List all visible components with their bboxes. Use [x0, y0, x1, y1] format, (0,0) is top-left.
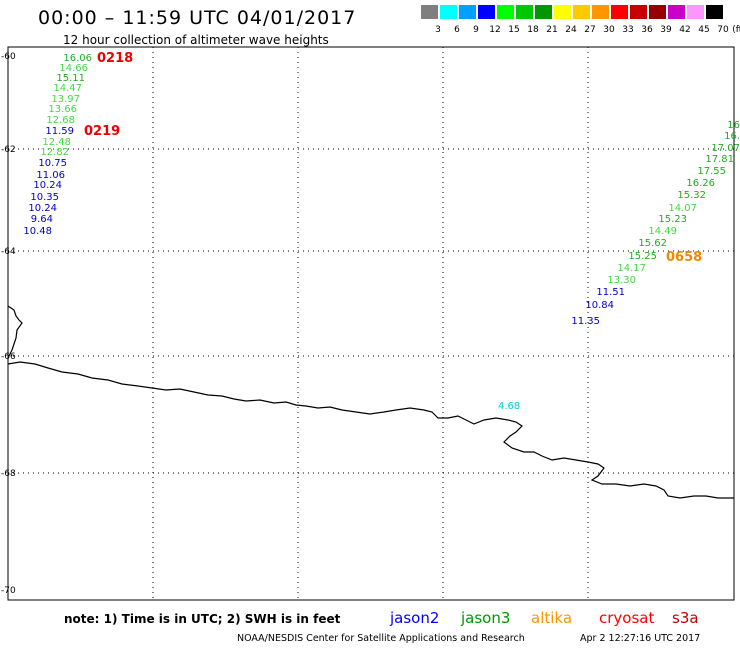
wave-height-value: 15.62 [638, 238, 667, 249]
wave-height-value: 10.75 [38, 158, 67, 169]
scale-label: 42 [679, 25, 691, 35]
pass-time-label: 0219 [84, 124, 120, 139]
satellite-track-west: 16.0614.6615.1114.4713.9713.6612.6811.59… [23, 53, 92, 237]
wave-height-value: 16 [727, 120, 740, 131]
wave-height-value: 13.30 [607, 275, 636, 286]
wave-height-value: 11.35 [571, 316, 600, 327]
latitude-label: -66 [1, 352, 16, 362]
scale-swatch [706, 5, 723, 19]
wave-height-value: 15.11 [56, 73, 85, 84]
scale-swatch [459, 5, 476, 19]
wave-height-value: 15.23 [658, 214, 687, 225]
scale-swatch [497, 5, 514, 19]
lat-lon-grid [8, 47, 734, 600]
scale-swatch [478, 5, 495, 19]
latitude-label: -70 [1, 586, 16, 596]
scale-swatch [668, 5, 685, 19]
antarctic-coastline [7, 305, 734, 499]
wave-height-value: 16. [724, 131, 740, 142]
scale-swatch [573, 5, 590, 19]
wave-height-value: 15.32 [677, 190, 706, 201]
pass-time-label: 0218 [97, 51, 133, 66]
wave-height-value: 11.59 [45, 126, 74, 137]
wave-height-value: 12.48 [42, 137, 71, 148]
scale-swatch [649, 5, 666, 19]
wave-height-value: 16.26 [686, 178, 715, 189]
scale-swatch [554, 5, 571, 19]
satellite-track-misc: 4.68 [498, 401, 520, 412]
latitude-labels: -60 -62 -64 -66 -68 -70 [1, 52, 16, 596]
pass-time-label: 0658 [666, 250, 702, 265]
wave-height-value: 4.68 [498, 401, 520, 412]
wave-height-value: 11.51 [596, 287, 625, 298]
wave-height-value: 10.35 [30, 192, 59, 203]
scale-swatch [592, 5, 609, 19]
pass-time-labels: 0218 0219 0658 [84, 51, 702, 265]
wave-height-value: 14.49 [648, 226, 677, 237]
wave-height-value: 10.84 [585, 300, 614, 311]
wave-height-value: 13.66 [48, 104, 77, 115]
scale-swatch [440, 5, 457, 19]
wave-height-value: 10.24 [33, 180, 62, 191]
scale-label: 33 [622, 25, 634, 35]
wave-height-value: 14.17 [617, 263, 646, 274]
scale-label: 70 [717, 25, 729, 35]
wave-height-value: 17.81 [705, 154, 734, 165]
scale-label: 6 [454, 25, 460, 35]
footer-note: note: 1) Time is in UTC; 2) SWH is in fe… [64, 612, 341, 626]
wave-height-value: 9.64 [31, 214, 53, 225]
wave-height-value: 14.47 [53, 83, 82, 94]
scale-label: 27 [584, 25, 596, 35]
scale-label: 9 [473, 25, 479, 35]
map-subtitle: 12 hour collection of altimeter wave hei… [63, 33, 329, 47]
scale-label: 12 [489, 25, 501, 35]
wave-height-value: 11.06 [36, 170, 65, 181]
wave-height-value: 10.24 [28, 203, 57, 214]
wave-height-value: 17.07 [711, 143, 740, 154]
scale-swatch [421, 5, 438, 19]
latitude-label: -64 [1, 247, 16, 257]
wave-height-value: 10.48 [23, 226, 52, 237]
satellite-legend-jason2: jason2 [390, 609, 440, 627]
map-title: 00:00 – 11:59 UTC 04/01/2017 [38, 7, 357, 29]
satellite-legend-altika: altika [531, 609, 573, 627]
scale-swatch [611, 5, 628, 19]
wave-height-value: 14.07 [668, 203, 697, 214]
map-frame [7, 46, 735, 601]
wave-height-value: 17.55 [697, 166, 726, 177]
satellite-legend-jason3: jason3 [461, 609, 511, 627]
scale-label: 24 [565, 25, 577, 35]
wave-height-value: 12.82 [40, 147, 69, 158]
scale-swatch [535, 5, 552, 19]
scale-label: 15 [508, 25, 520, 35]
generated-timestamp: Apr 2 12:27:16 UTC 2017 [580, 633, 701, 644]
wave-height-value: 14.66 [59, 63, 88, 74]
scale-swatch [630, 5, 647, 19]
wave-height-value: 15.25 [628, 251, 657, 262]
wave-height-value: 13.97 [51, 94, 80, 105]
satellite-legend-s3a: s3a [672, 609, 699, 627]
scale-label: 3 [435, 25, 441, 35]
latitude-label: -60 [1, 52, 16, 62]
scale-unit-label: (ft) [732, 25, 740, 35]
altimeter-map: -60-62-64-66-68-70 135138141144147150 16… [1, 46, 740, 601]
credit-line: NOAA/NESDIS Center for Satellite Applica… [237, 633, 525, 644]
scale-label: 36 [641, 25, 653, 35]
wave-height-value: 12.68 [46, 115, 75, 126]
scale-label: 18 [527, 25, 539, 35]
scale-label: 30 [603, 25, 615, 35]
scale-swatch [687, 5, 704, 19]
scale-label: 45 [698, 25, 710, 35]
scale-label: 39 [660, 25, 672, 35]
satellite-legend-cryosat: cryosat [599, 609, 655, 627]
scale-label: 21 [546, 25, 558, 35]
scale-swatch [516, 5, 533, 19]
wave-height-value: 16.06 [63, 53, 92, 64]
latitude-label: -68 [1, 469, 16, 479]
latitude-label: -62 [1, 145, 16, 155]
